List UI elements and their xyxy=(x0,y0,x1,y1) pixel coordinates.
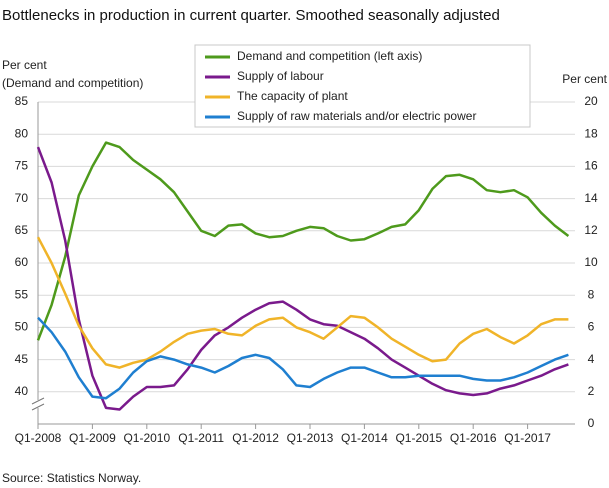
y-axis-note: (Demand and competition) xyxy=(2,76,143,90)
x-tick-label: Q1-2016 xyxy=(450,431,497,445)
axis-break xyxy=(31,397,45,405)
y2-tick-label: 2 xyxy=(588,384,595,398)
y2-tick-label: 14 xyxy=(584,191,598,205)
y2-tick-label: 12 xyxy=(584,223,598,237)
chart-title: Bottlenecks in production in current qua… xyxy=(2,7,500,24)
legend-label: Demand and competition (left axis) xyxy=(237,49,422,63)
series-line xyxy=(36,236,569,369)
y2-tick-label: 8 xyxy=(588,287,595,301)
y-tick-label: 40 xyxy=(15,384,29,398)
y-tick-label: 50 xyxy=(15,320,29,334)
x-tick-label: Q1-2017 xyxy=(504,431,551,445)
series-line xyxy=(36,141,570,341)
legend-label: Supply of raw materials and/or electric … xyxy=(237,109,476,123)
x-tick-label: Q1-2015 xyxy=(395,431,442,445)
series-line xyxy=(36,146,569,411)
legend-box xyxy=(194,44,531,128)
axis-break xyxy=(31,403,45,411)
y-tick-label: 60 xyxy=(15,255,29,269)
y-tick-label: 45 xyxy=(15,352,29,366)
y-tick-label: 55 xyxy=(15,287,29,301)
series-line xyxy=(37,316,569,400)
legend-label: The capacity of plant xyxy=(237,89,348,103)
y2-tick-label: 6 xyxy=(588,320,595,334)
y2-axis-label: Per cent xyxy=(562,72,607,86)
y2-tick-label: 0 xyxy=(588,416,595,430)
y-tick-label: 85 xyxy=(15,94,29,108)
source: Source: Statistics Norway. xyxy=(2,471,141,485)
y2-tick-label: 10 xyxy=(584,255,598,269)
legend-label: Supply of labour xyxy=(237,69,324,83)
y2-tick-label: 16 xyxy=(584,159,598,173)
x-tick-label: Q1-2012 xyxy=(232,431,279,445)
y2-tick-label: 4 xyxy=(588,352,595,366)
y2-tick-label: 18 xyxy=(584,126,598,140)
y-tick-label: 80 xyxy=(15,126,29,140)
axis-break-gap xyxy=(32,400,44,408)
x-tick-label: Q1-2011 xyxy=(178,431,224,445)
y2-tick-label: 20 xyxy=(584,94,598,108)
y-tick-label: 70 xyxy=(15,191,29,205)
x-tick-label: Q1-2008 xyxy=(15,431,62,445)
legend: Demand and competition (left axis) Supply… xyxy=(194,44,531,128)
x-tick-label: Q1-2014 xyxy=(341,431,388,445)
y-axis-label: Per cent xyxy=(2,58,47,72)
x-tick-label: Q1-2010 xyxy=(123,431,170,445)
x-tick-label: Q1-2013 xyxy=(287,431,334,445)
x-tick-label: Q1-2009 xyxy=(69,431,116,445)
y-tick-label: 75 xyxy=(15,159,29,173)
y-tick-label: 65 xyxy=(15,223,29,237)
